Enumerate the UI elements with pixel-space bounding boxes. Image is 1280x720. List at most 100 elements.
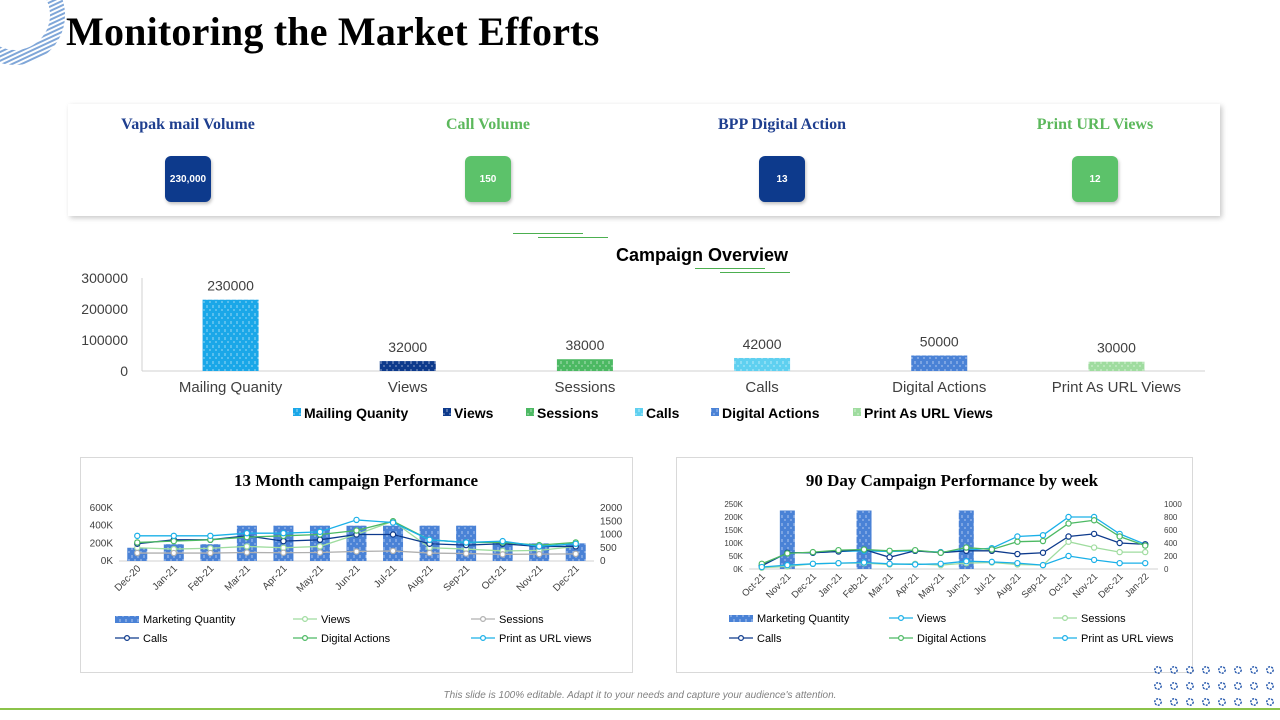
footer-note: This slide is 100% editable. Adapt it to… bbox=[443, 690, 837, 701]
x-tick-label: Jun-21 bbox=[944, 571, 972, 599]
y-right-tick-label: 800 bbox=[1164, 513, 1178, 522]
data-point bbox=[1039, 537, 1047, 545]
data-point bbox=[784, 550, 791, 557]
y-left-tick-label: 150K bbox=[724, 526, 743, 535]
decorative-dot bbox=[1186, 698, 1194, 706]
data-point bbox=[353, 516, 360, 524]
data-point bbox=[1014, 538, 1021, 545]
kpi-label: Print URL Views bbox=[1036, 116, 1154, 133]
kpi-label: Vapak mail Volume bbox=[121, 116, 255, 133]
data-point bbox=[1014, 550, 1021, 558]
chart-title: Campaign Overview bbox=[616, 245, 789, 265]
legend-label: Views bbox=[917, 613, 947, 625]
decorative-dot bbox=[1202, 682, 1210, 690]
data-point bbox=[280, 529, 287, 537]
x-tick-label: Jun-21 bbox=[333, 563, 363, 593]
decorative-dot bbox=[1170, 698, 1178, 706]
y-right-tick-label: 1500 bbox=[600, 516, 623, 527]
data-point bbox=[170, 532, 178, 540]
data-point bbox=[207, 549, 214, 557]
legend-label: Print as URL views bbox=[1081, 633, 1174, 645]
data-point bbox=[280, 544, 287, 551]
decorative-dot bbox=[1250, 698, 1258, 706]
x-tick-label: Dec-21 bbox=[551, 563, 582, 594]
data-point bbox=[243, 529, 251, 537]
y-tick-label: 0 bbox=[120, 363, 128, 379]
kpi-url-views: Print URL Views 12 bbox=[975, 104, 1215, 202]
data-point bbox=[809, 548, 817, 556]
data-point bbox=[389, 531, 397, 538]
data-point bbox=[499, 551, 506, 558]
decorative-dot bbox=[1170, 682, 1178, 690]
x-tick-label: Nov-21 bbox=[764, 571, 793, 600]
x-tick-label: Calls bbox=[745, 379, 778, 396]
legend-swatch bbox=[443, 408, 451, 416]
data-point bbox=[134, 539, 141, 546]
legend-label: Sessions bbox=[537, 405, 599, 421]
decorative-dot bbox=[1250, 682, 1258, 690]
legend-swatch-marker bbox=[480, 635, 487, 642]
x-tick-label: Aug-21 bbox=[994, 571, 1023, 600]
data-point bbox=[911, 561, 919, 568]
data-point bbox=[1065, 513, 1072, 521]
y-left-tick-label: 400K bbox=[90, 521, 114, 532]
data-point bbox=[860, 559, 868, 566]
decorative-dot bbox=[1218, 682, 1226, 690]
decorative-dot bbox=[1266, 698, 1274, 706]
data-point bbox=[1065, 533, 1072, 540]
data-point bbox=[1039, 531, 1047, 539]
legend-label: Print As URL Views bbox=[864, 405, 993, 421]
kpi-value-badge: 230,000 bbox=[165, 156, 211, 202]
kpi-value-badge: 150 bbox=[465, 156, 511, 202]
legend-swatch-marker bbox=[302, 635, 309, 642]
data-point bbox=[353, 548, 360, 555]
x-tick-label: Dec-21 bbox=[1096, 571, 1125, 600]
decorative-dot bbox=[1202, 698, 1210, 706]
x-tick-label: Feb-21 bbox=[841, 571, 870, 600]
x-tick-label: Mar-21 bbox=[867, 571, 896, 600]
kpi-call-volume: Call Volume 150 bbox=[368, 104, 608, 202]
decorative-dot bbox=[1202, 666, 1210, 674]
monthly-performance-chart: 13 Month campaign Performance 600K 400K 200… bbox=[90, 471, 623, 645]
data-point bbox=[207, 532, 214, 540]
decorative-dot bbox=[1266, 666, 1274, 674]
data-point bbox=[758, 563, 765, 571]
bar bbox=[383, 525, 404, 561]
kpi-panel: Vapak mail Volume 230,000 Call Volume 15… bbox=[68, 104, 1220, 216]
weekly-performance-chart: 90 Day Campaign Performance by week 250K 2… bbox=[724, 471, 1182, 645]
x-tick-label: Oct-21 bbox=[740, 571, 768, 599]
data-point bbox=[499, 537, 506, 545]
data-point bbox=[1039, 549, 1047, 556]
legend-label: Print as URL views bbox=[499, 633, 592, 645]
y-right-tick-label: 0 bbox=[1164, 565, 1169, 574]
decorative-dot bbox=[1218, 698, 1226, 706]
decorative-dot bbox=[1250, 666, 1258, 674]
data-point bbox=[462, 550, 470, 557]
data-point bbox=[1039, 561, 1047, 569]
data-point bbox=[134, 532, 141, 540]
legend-swatch-marker bbox=[898, 615, 905, 622]
legend-label: Views bbox=[321, 614, 351, 626]
data-point bbox=[243, 549, 251, 556]
y-right-tick-label: 500 bbox=[600, 543, 617, 554]
data-point bbox=[389, 547, 397, 555]
decorative-dot bbox=[1170, 666, 1178, 674]
legend-label: Digital Actions bbox=[321, 633, 391, 645]
legend-label: Mailing Quanity bbox=[304, 405, 408, 421]
data-point bbox=[937, 560, 944, 568]
x-tick-label: Mar-21 bbox=[223, 563, 253, 593]
y-left-tick-label: 200K bbox=[90, 538, 114, 549]
legend-label: Sessions bbox=[499, 614, 544, 626]
x-tick-label: Apr-21 bbox=[261, 563, 290, 592]
legend-label: Marketing Quantity bbox=[757, 613, 850, 625]
data-point bbox=[911, 546, 919, 554]
y-right-tick-label: 1000 bbox=[600, 530, 623, 541]
data-point bbox=[963, 544, 970, 551]
data-label: 230000 bbox=[207, 278, 254, 294]
y-tick-label: 200000 bbox=[81, 301, 128, 317]
data-point bbox=[1065, 538, 1072, 545]
data-point bbox=[784, 561, 791, 569]
data-point bbox=[426, 549, 433, 557]
legend-swatch-marker bbox=[123, 635, 130, 642]
chart-title: 90 Day Campaign Performance by week bbox=[806, 471, 1099, 490]
